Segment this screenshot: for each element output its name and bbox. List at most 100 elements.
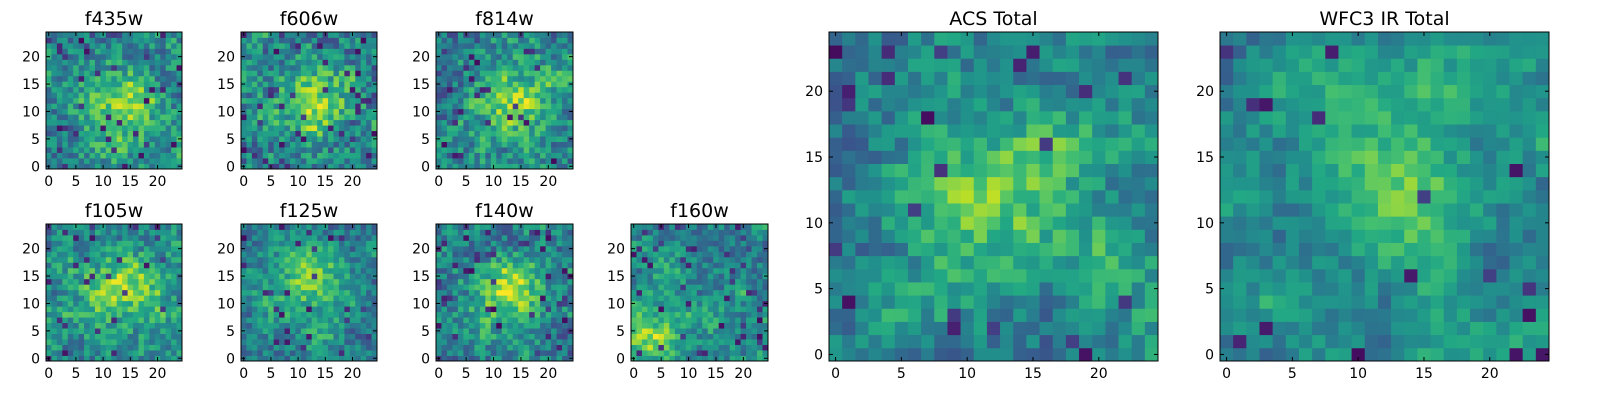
heatmap-cell: [485, 229, 492, 236]
heatmap-cell: [241, 344, 247, 351]
heatmap-cell: [366, 240, 372, 247]
heatmap-cell: [360, 163, 367, 170]
heatmap-cell: [696, 355, 703, 362]
heatmap-cell: [322, 48, 329, 55]
heatmap-cell: [507, 141, 514, 148]
heatmap-cell: [89, 141, 96, 148]
heatmap-cell: [452, 163, 459, 170]
heatmap-cell: [273, 344, 280, 351]
heatmap-cell: [133, 125, 139, 132]
heatmap-cell: [973, 295, 988, 309]
heatmap-cell: [474, 311, 481, 318]
heatmap-cell: [696, 262, 703, 269]
heatmap-cell: [317, 48, 323, 55]
heatmap-cell: [436, 339, 442, 345]
heatmap-cell: [89, 350, 96, 356]
heatmap-cell: [355, 75, 362, 82]
heatmap-cell: [556, 229, 563, 236]
heatmap-cell: [490, 278, 497, 285]
heatmap-cell: [1000, 189, 1014, 204]
heatmap-cell: [100, 75, 107, 82]
heatmap-cell: [349, 86, 356, 93]
heatmap-cell: [338, 125, 345, 132]
heatmap-cell: [143, 234, 150, 241]
y-tick-label: 0: [616, 351, 625, 367]
heatmap-cell: [333, 328, 340, 334]
heatmap-cell: [78, 251, 85, 258]
heatmap-cell: [89, 284, 96, 291]
heatmap-cell: [251, 119, 258, 126]
heatmap-cell: [1065, 176, 1080, 191]
heatmap-cell: [658, 256, 665, 263]
axes-frame: [45, 31, 183, 170]
heatmap-cell: [534, 339, 541, 345]
heatmap-cell: [322, 42, 329, 49]
heatmap-cell: [921, 176, 935, 191]
heatmap-cell: [562, 300, 568, 307]
heatmap-cell: [241, 75, 247, 82]
heatmap-cell: [73, 158, 80, 164]
heatmap-cell: [78, 114, 85, 121]
heatmap-cell: [960, 229, 975, 243]
heatmap-cell: [84, 130, 90, 137]
heatmap-cell: [257, 53, 264, 60]
heatmap-cell: [718, 328, 725, 334]
heatmap-cell: [691, 278, 698, 285]
heatmap-cell: [176, 48, 183, 55]
heatmap-cell: [56, 229, 63, 236]
heatmap-cell: [468, 108, 475, 115]
heatmap-cell: [284, 163, 291, 170]
heatmap-cell: [122, 81, 128, 88]
heatmap-cell: [94, 92, 101, 99]
heatmap-cell: [986, 347, 1001, 362]
heatmap-cell: [143, 136, 150, 142]
heatmap-cell: [501, 152, 508, 159]
heatmap-cell: [262, 114, 269, 121]
heatmap-cell: [360, 306, 367, 313]
heatmap-cell: [165, 300, 172, 307]
heatmap-cell: [78, 240, 85, 247]
heatmap-cell: [344, 75, 351, 82]
heatmap-cell: [518, 97, 525, 104]
heatmap-cell: [496, 158, 503, 164]
heatmap-cell: [545, 339, 552, 345]
heatmap-cell: [669, 289, 676, 296]
heatmap-cell: [344, 278, 351, 285]
heatmap-cell: [241, 97, 247, 104]
x-tick-label: 10: [485, 366, 503, 382]
heatmap-cell: [349, 300, 356, 307]
heatmap-cell: [273, 97, 280, 104]
heatmap-cell: [160, 267, 167, 274]
heatmap-cell: [122, 163, 128, 170]
heatmap-cell: [518, 245, 525, 252]
heatmap-cell: [105, 81, 112, 88]
heatmap-cell: [702, 339, 709, 345]
heatmap-cell: [122, 158, 128, 164]
heatmap-cell: [441, 125, 448, 132]
heatmap-cell: [479, 53, 486, 60]
heatmap-cell: [94, 114, 101, 121]
heatmap-cell: [333, 70, 340, 77]
heatmap-cell: [680, 240, 687, 247]
heatmap-cell: [452, 262, 459, 269]
heatmap-cell: [496, 311, 503, 318]
heatmap-cell: [111, 141, 118, 148]
heatmap-cell: [246, 136, 253, 142]
heatmap-cell: [268, 125, 275, 132]
heatmap-cell: [746, 278, 752, 285]
y-tick-label: 0: [31, 159, 40, 175]
heatmap-cell: [311, 32, 318, 38]
heatmap-cell: [143, 306, 150, 313]
heatmap-cell: [366, 306, 372, 313]
heatmap-cell: [268, 322, 275, 329]
heatmap-cell: [122, 42, 128, 49]
heatmap-cell: [1052, 242, 1067, 257]
heatmap-cell: [295, 81, 302, 88]
heatmap-cell: [78, 32, 85, 38]
heatmap-cell: [360, 339, 367, 345]
heatmap-cell: [300, 251, 307, 258]
heatmap-cell: [1026, 242, 1040, 257]
heatmap-cell: [295, 267, 302, 274]
heatmap-cell: [540, 64, 546, 71]
